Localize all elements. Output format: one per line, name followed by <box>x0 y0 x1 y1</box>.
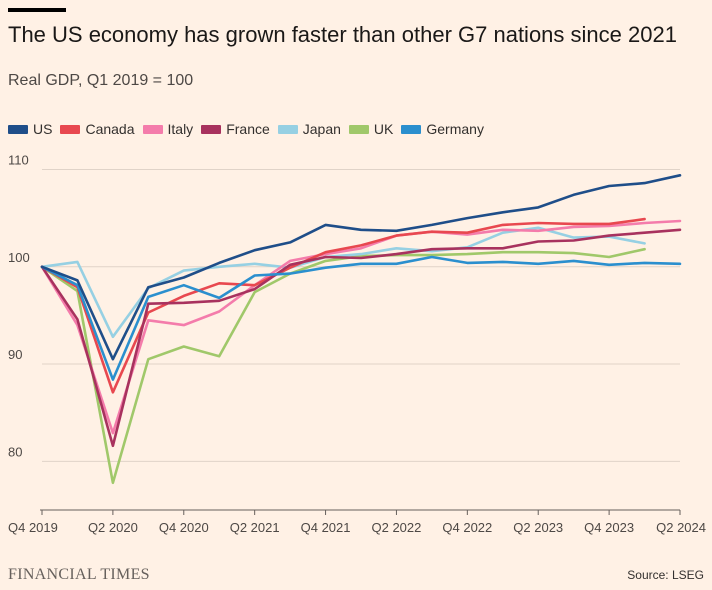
legend-swatch <box>201 125 221 134</box>
legend-swatch <box>349 125 369 134</box>
legend-swatch <box>278 125 298 134</box>
x-tick-label: Q4 2023 <box>584 520 634 535</box>
legend-item-germany: Germany <box>401 121 484 137</box>
legend-label: France <box>226 121 270 137</box>
y-tick-label: 80 <box>8 444 22 459</box>
legend-item-france: France <box>201 121 270 137</box>
legend-item-canada: Canada <box>60 121 134 137</box>
x-tick-label: Q2 2024 <box>656 520 706 535</box>
legend-label: Germany <box>426 121 484 137</box>
x-tick-label: Q2 2021 <box>230 520 280 535</box>
ft-logo: FINANCIAL TIMES <box>8 566 150 584</box>
legend-swatch <box>8 125 28 134</box>
chart-legend: US Canada Italy France Japan UK Germany <box>8 121 492 137</box>
series-line-germany <box>42 257 680 380</box>
legend-swatch <box>401 125 421 134</box>
y-tick-label: 110 <box>8 152 29 167</box>
legend-item-uk: UK <box>349 121 393 137</box>
y-tick-label: 100 <box>8 250 30 265</box>
legend-label: Japan <box>303 121 341 137</box>
chart-title: The US economy has grown faster than oth… <box>8 22 677 48</box>
x-tick-label: Q4 2019 <box>8 520 58 535</box>
x-tick-label: Q4 2022 <box>442 520 492 535</box>
x-tick-label: Q4 2020 <box>159 520 209 535</box>
x-tick-label: Q4 2021 <box>301 520 351 535</box>
legend-label: UK <box>374 121 393 137</box>
x-tick-label: Q2 2023 <box>513 520 563 535</box>
legend-item-italy: Italy <box>143 121 194 137</box>
legend-label: Italy <box>168 121 194 137</box>
x-tick-label: Q2 2022 <box>372 520 422 535</box>
legend-item-japan: Japan <box>278 121 341 137</box>
brand-bar <box>8 8 66 12</box>
legend-item-us: US <box>8 121 52 137</box>
legend-label: US <box>33 121 52 137</box>
legend-swatch <box>60 125 80 134</box>
chart-subtitle: Real GDP, Q1 2019 = 100 <box>8 72 193 90</box>
source-note: Source: LSEG <box>627 568 704 582</box>
legend-swatch <box>143 125 163 134</box>
y-tick-label: 90 <box>8 347 22 362</box>
x-tick-label: Q2 2020 <box>88 520 138 535</box>
legend-label: Canada <box>85 121 134 137</box>
line-chart: 80 90 100 110 Q4 2019 Q2 2020 Q4 2020 Q2 2021 Q4… <box>0 150 712 550</box>
